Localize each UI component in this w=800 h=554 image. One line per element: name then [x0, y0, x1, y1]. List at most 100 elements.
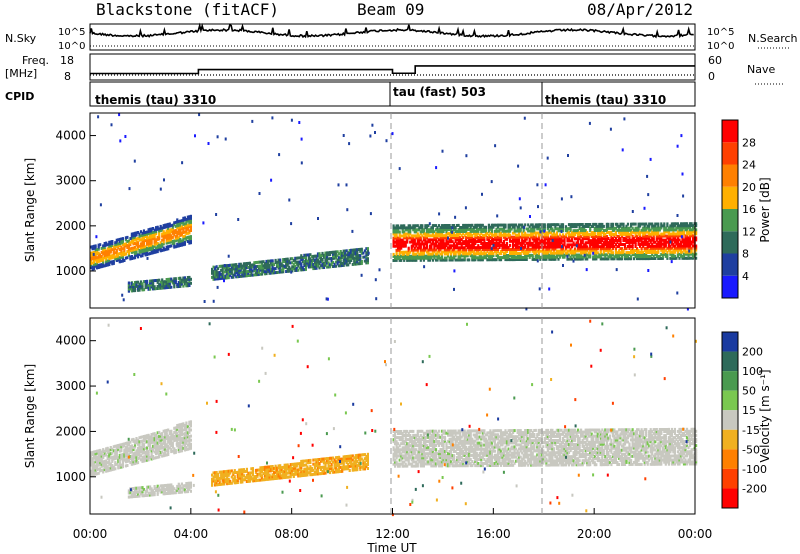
backscatter-cell — [142, 233, 146, 237]
backscatter-cell — [510, 250, 513, 253]
backscatter-cell — [498, 252, 501, 256]
backscatter-cell — [183, 224, 186, 228]
backscatter-cell — [492, 225, 495, 229]
backscatter-cell — [507, 254, 510, 257]
backscatter-cell — [133, 256, 137, 260]
backscatter-cell — [395, 248, 398, 252]
backscatter-cell — [322, 263, 326, 267]
backscatter-cell — [563, 235, 566, 239]
backscatter-cell — [478, 223, 481, 227]
backscatter-cell — [528, 229, 531, 233]
backscatter-cell — [571, 257, 574, 261]
backscatter-cell — [572, 233, 575, 237]
backscatter-cell — [510, 256, 513, 259]
backscatter-cell — [533, 257, 536, 261]
backscatter-cell — [262, 266, 265, 270]
backscatter-cell — [282, 264, 285, 268]
backscatter-cell — [566, 245, 569, 249]
noise-panel: N.Sky 10^5 10^0 10^5 10^0 N.Search — [5, 22, 798, 52]
backscatter-cell — [533, 231, 536, 235]
backscatter-cell — [132, 289, 135, 293]
backscatter-cell — [577, 239, 580, 243]
backscatter-cell — [496, 225, 500, 229]
backscatter-cell — [117, 242, 120, 246]
backscatter-cell — [167, 224, 170, 228]
backscatter-cell — [332, 256, 335, 260]
backscatter-cell — [260, 264, 264, 268]
backscatter-cell — [422, 254, 425, 258]
backscatter-cell — [584, 225, 587, 228]
backscatter-cell — [360, 251, 363, 255]
backscatter-cell — [509, 237, 512, 241]
backscatter-cell — [509, 254, 512, 257]
backscatter-cell — [531, 255, 534, 259]
backscatter-cell — [335, 252, 338, 256]
backscatter-cell — [170, 279, 173, 283]
backscatter-cell — [406, 238, 409, 242]
backscatter-cell — [91, 267, 94, 271]
backscatter-cell — [410, 226, 413, 230]
backscatter-cell — [150, 245, 153, 249]
backscatter-cell — [114, 467, 117, 471]
backscatter-cell — [182, 237, 185, 241]
backscatter-cell — [513, 258, 516, 262]
backscatter-cell — [93, 259, 96, 262]
backscatter-cell — [537, 223, 540, 227]
backscatter-cell — [543, 239, 546, 243]
backscatter-cell — [130, 234, 133, 238]
scatter-point — [227, 254, 230, 258]
backscatter-cell — [416, 246, 419, 250]
backscatter-cell — [498, 227, 501, 231]
backscatter-cell — [578, 255, 581, 259]
colorbar-swatch — [722, 120, 738, 143]
backscatter-cell — [392, 254, 395, 258]
backscatter-cell — [549, 253, 552, 257]
backscatter-cell — [548, 249, 551, 253]
backscatter-cell — [230, 263, 233, 267]
scatter-point — [561, 245, 563, 249]
backscatter-cell — [188, 282, 191, 285]
backscatter-cell — [360, 261, 363, 265]
backscatter-cell — [552, 237, 555, 241]
backscatter-cell — [415, 254, 418, 258]
backscatter-cell — [430, 248, 433, 252]
backscatter-cell — [584, 255, 587, 259]
backscatter-cell — [518, 237, 521, 241]
date-title: 08/Apr/2012 — [587, 0, 693, 19]
backscatter-cell — [527, 223, 530, 227]
backscatter-cell — [324, 257, 327, 261]
backscatter-cell — [319, 258, 323, 262]
backscatter-cell — [221, 276, 224, 280]
backscatter-cell — [100, 250, 103, 254]
backscatter-cell — [543, 257, 546, 261]
backscatter-cell — [558, 237, 562, 241]
backscatter-cell — [132, 246, 135, 250]
backscatter-cell — [105, 243, 108, 247]
backscatter-cell — [185, 224, 188, 228]
backscatter-cell — [436, 230, 439, 234]
backscatter-cell — [318, 262, 321, 266]
backscatter-cell — [177, 224, 180, 228]
backscatter-cell — [226, 268, 229, 272]
noise-left-label: N.Sky — [5, 32, 37, 45]
backscatter-cell — [502, 227, 506, 231]
backscatter-cell — [552, 253, 555, 257]
scatter-point — [325, 297, 328, 301]
backscatter-cell — [285, 265, 288, 269]
backscatter-cell — [102, 244, 105, 248]
backscatter-cell — [527, 245, 530, 249]
backscatter-cell — [239, 266, 242, 270]
backscatter-cell — [136, 245, 140, 249]
backscatter-cell — [136, 286, 140, 290]
backscatter-cell — [165, 284, 168, 288]
backscatter-cell — [400, 258, 403, 262]
noise-right-tick-lo: 10^0 — [707, 41, 734, 52]
backscatter-cell — [560, 247, 563, 251]
backscatter-cell — [495, 231, 498, 235]
backscatter-cell — [528, 241, 531, 245]
backscatter-cell — [144, 235, 147, 239]
backscatter-cell — [445, 236, 448, 240]
backscatter-cell — [516, 251, 519, 255]
backscatter-cell — [445, 244, 448, 248]
backscatter-cell — [424, 224, 427, 228]
